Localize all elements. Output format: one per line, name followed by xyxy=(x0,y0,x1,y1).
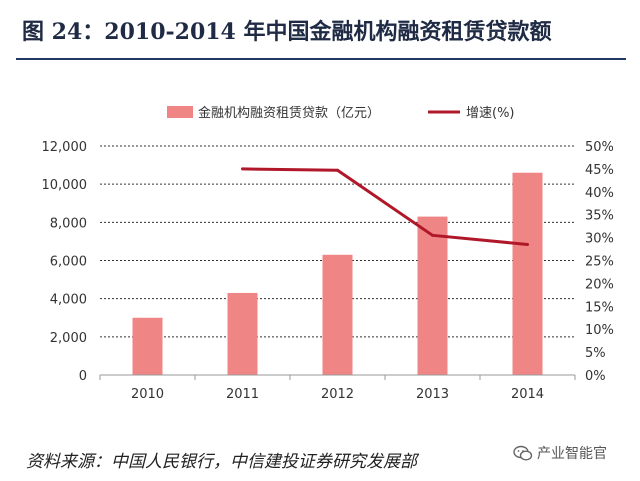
y-right-tick-label: 0% xyxy=(585,369,606,384)
bar xyxy=(417,216,448,375)
bar xyxy=(322,254,353,375)
y-left-tick-label: 10,000 xyxy=(42,178,88,193)
y-left-tick-label: 6,000 xyxy=(50,255,87,270)
line-point xyxy=(336,168,339,172)
y-right-tick-label: 50% xyxy=(585,140,614,155)
y-right-tick-label: 20% xyxy=(585,277,614,292)
legend-line-label: 增速(%) xyxy=(466,106,515,121)
x-tick-label: 2014 xyxy=(511,387,544,402)
x-tick-label: 2013 xyxy=(416,387,449,402)
x-tick-label: 2011 xyxy=(226,387,259,402)
line-point xyxy=(241,167,244,171)
bar-series xyxy=(132,172,543,375)
y-right-tick-label: 30% xyxy=(585,232,614,247)
figure-title: 图 24：2010-2014 年中国金融机构融资租赁贷款额 xyxy=(22,19,552,45)
wechat-icon xyxy=(513,445,533,461)
bar xyxy=(227,292,258,375)
title-divider xyxy=(16,58,626,60)
source-note: 资料来源：中国人民银行，中信建投证券研究发展部 xyxy=(26,452,417,472)
watermark: 产业智能官 xyxy=(513,443,607,463)
line-series xyxy=(241,167,529,246)
y-right-tick-label: 15% xyxy=(585,300,614,315)
y-left-tick-label: 2,000 xyxy=(50,331,87,346)
axes: 0 2,000 4,000 6,000 8,000 10,000 12,000 0% 5% 10%… xyxy=(42,140,614,402)
y-right-tick-label: 25% xyxy=(585,255,614,270)
y-right-tick-label: 45% xyxy=(585,163,614,178)
y-right-tick-label: 10% xyxy=(585,323,614,338)
watermark-label: 产业智能官 xyxy=(537,446,607,462)
bar xyxy=(132,317,163,375)
legend-bar-swatch xyxy=(167,106,193,118)
y-left-tick-label: 0 xyxy=(79,369,87,384)
y-right-tick-label: 40% xyxy=(585,186,614,201)
legend: 金融机构融资租赁贷款（亿元） 增速(%) xyxy=(167,105,515,121)
growth-line xyxy=(242,167,528,246)
line-point xyxy=(431,233,434,237)
y-left-tick-label: 8,000 xyxy=(50,216,87,231)
x-tick-label: 2012 xyxy=(321,387,354,402)
line-point xyxy=(526,242,529,246)
bar xyxy=(512,172,543,375)
y-left-tick-label: 4,000 xyxy=(50,293,87,308)
y-right-tick-label: 35% xyxy=(585,209,614,224)
y-right-tick-label: 5% xyxy=(585,346,606,361)
x-tick-label: 2010 xyxy=(131,387,164,402)
legend-bar-label: 金融机构融资租赁贷款（亿元） xyxy=(198,105,380,121)
y-left-tick-label: 12,000 xyxy=(42,140,88,155)
